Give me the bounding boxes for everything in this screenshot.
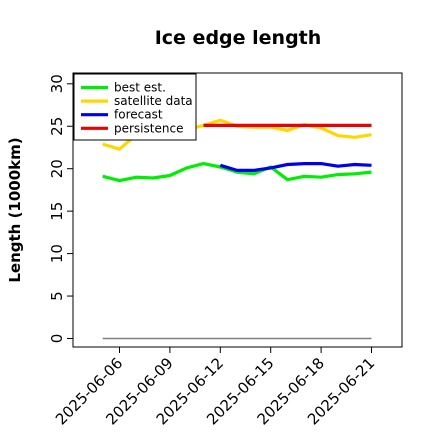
legend-label: best est.	[114, 81, 166, 95]
series-line-best-est-	[102, 162, 372, 183]
y-tick-label: 10	[48, 244, 66, 263]
series-layer	[102, 118, 372, 340]
plot-frame	[72, 72, 403, 348]
y-tick-label: 30	[48, 74, 66, 93]
y-tick-label: 25	[48, 117, 66, 136]
legend: best est.satellite dataforecastpersisten…	[73, 73, 197, 141]
y-axis-label: Length (1000km)	[6, 137, 24, 282]
y-tick-label: 5	[48, 291, 66, 301]
legend-label: forecast	[114, 108, 163, 122]
series-line-forecast	[219, 162, 372, 172]
y-tick-label: 0	[48, 334, 66, 344]
legend-label: satellite data	[114, 94, 193, 108]
y-tick-label: 20	[48, 159, 66, 178]
legend-label: persistence	[114, 121, 183, 135]
y-tick-label: 15	[48, 202, 66, 221]
chart-title: Ice edge length	[155, 27, 322, 49]
